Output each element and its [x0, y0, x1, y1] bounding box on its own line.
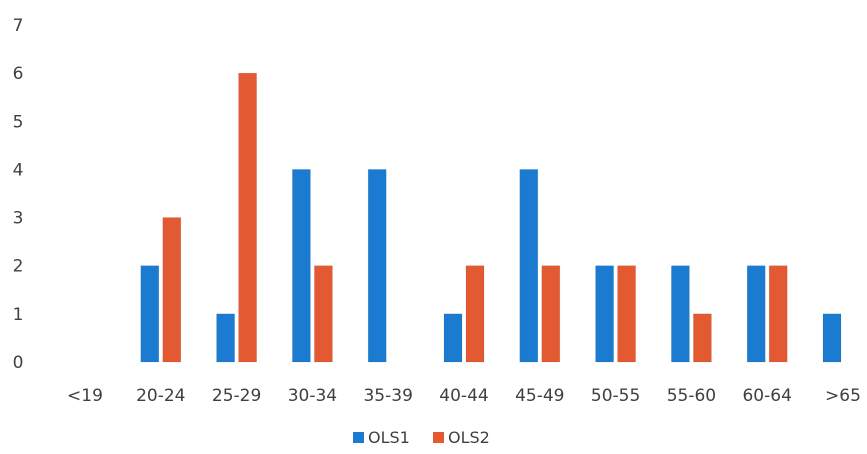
- x-tick-label: 40-44: [439, 386, 488, 406]
- y-tick-label: 1: [13, 305, 24, 325]
- bar-ols1-8: [671, 265, 690, 363]
- y-tick-label: 5: [13, 112, 24, 132]
- x-tick-label: 50-55: [591, 386, 640, 406]
- x-tick-label: 60-64: [742, 386, 791, 406]
- x-tick-label: 25-29: [212, 386, 261, 406]
- bar-ols1-3: [292, 169, 311, 363]
- x-tick-label: 35-39: [363, 386, 412, 406]
- x-tick-label: 20-24: [136, 386, 185, 406]
- bar-ols2-9: [768, 265, 788, 363]
- bar-ols1-6: [519, 169, 539, 363]
- bar-ols1-4: [367, 169, 387, 363]
- legend-label-ols2: OLS2: [448, 428, 490, 447]
- y-tick-label: 4: [13, 160, 24, 180]
- bar-ols1-2: [216, 313, 235, 363]
- legend: OLS1 OLS2: [353, 428, 490, 447]
- y-tick-label: 2: [13, 257, 24, 277]
- bar-ols2-6: [541, 265, 561, 363]
- x-axis-tick-labels: <19 20-24 25-29 30-34 35-39 40-44 45-49 50-55 55…: [67, 386, 861, 406]
- bar-ols1-10: [822, 313, 842, 363]
- x-tick-label: 30-34: [288, 386, 337, 406]
- y-tick-label: 3: [13, 209, 24, 229]
- x-tick-label: <19: [67, 386, 103, 406]
- bar-series: [140, 72, 842, 363]
- bar-ols2-8: [693, 313, 712, 363]
- bar-ols2-5: [465, 265, 485, 363]
- bar-ols1-5: [443, 313, 463, 363]
- legend-swatch-ols2: [433, 432, 444, 443]
- x-tick-label: 45-49: [515, 386, 564, 406]
- y-axis-tick-labels: 0 1 2 3 4 5 6 7: [13, 16, 24, 373]
- y-tick-label: 6: [13, 64, 24, 84]
- bar-ols1-9: [746, 265, 766, 363]
- bar-ols2-2: [238, 72, 257, 363]
- bar-ols1-7: [595, 265, 614, 363]
- bar-ols2-3: [314, 265, 333, 363]
- bar-ols2-7: [617, 265, 636, 363]
- legend-label-ols1: OLS1: [368, 428, 410, 447]
- bar-ols2-1: [162, 217, 182, 363]
- bar-ols1-1: [140, 265, 160, 363]
- y-tick-label: 0: [13, 353, 24, 373]
- legend-swatch-ols1: [353, 432, 364, 443]
- x-tick-label: 55-60: [667, 386, 716, 406]
- y-tick-label: 7: [13, 16, 24, 36]
- x-tick-label: >65: [825, 386, 861, 406]
